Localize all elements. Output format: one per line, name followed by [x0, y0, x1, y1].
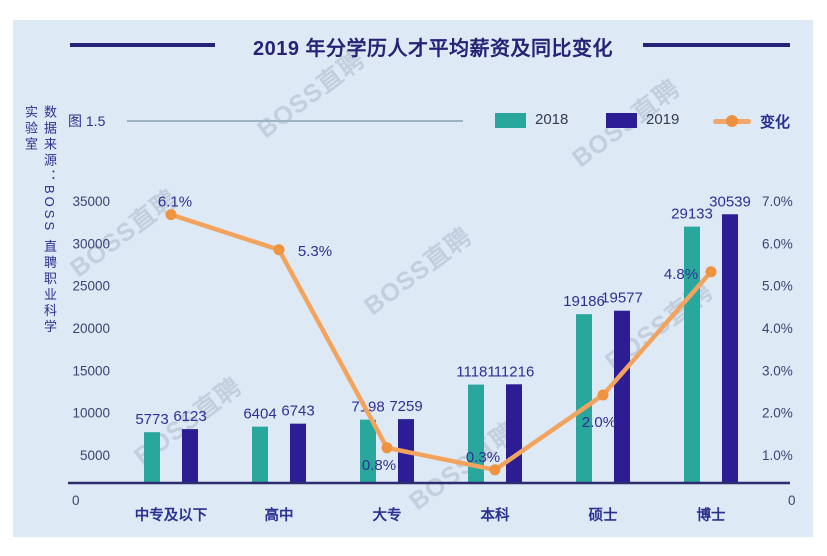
- bar-2019-本科: [506, 384, 522, 483]
- left-axis-tick: 35000: [72, 194, 110, 209]
- legend-swatch-2018: [495, 113, 526, 128]
- left-axis-tick: 10000: [72, 406, 110, 421]
- change-point: [489, 464, 501, 476]
- right-axis-zero: 0: [788, 493, 796, 508]
- change-point: [273, 244, 285, 256]
- change-point: [165, 209, 177, 221]
- category-label: 本科: [481, 506, 510, 524]
- bar-2018-高中: [252, 426, 268, 483]
- bar-value-label: 19577: [601, 290, 643, 307]
- bar-value-label: 19186: [563, 293, 605, 310]
- bar-value-label: 11181: [456, 364, 496, 381]
- right-axis-tick: 1.0%: [762, 448, 793, 463]
- left-axis-tick: 25000: [72, 279, 110, 294]
- right-axis-tick: 4.0%: [762, 321, 793, 336]
- bar-value-label: 7198: [351, 399, 384, 416]
- bar-value-label: 5773: [135, 411, 168, 428]
- bar-value-label: 29133: [671, 206, 713, 223]
- legend-label-2018: 2018: [535, 111, 569, 128]
- bar-2018-大专: [360, 419, 376, 483]
- right-axis-tick: 2.0%: [762, 406, 793, 421]
- title-decor-line-left: [70, 43, 215, 47]
- category-label: 博士: [697, 506, 726, 524]
- bar-value-label: 7259: [389, 398, 422, 415]
- legend-label-change: 变化: [760, 114, 791, 131]
- left-axis-tick: 30000: [72, 236, 110, 251]
- data-source-vertical-text: 数据来源：BOSS 直聘职业科学实验室: [23, 105, 57, 336]
- bar-2018-硕士: [576, 314, 592, 483]
- legend-swatch-2019: [606, 113, 637, 128]
- bar-value-label: 6743: [281, 403, 314, 420]
- change-point-label: 0.8%: [362, 457, 396, 474]
- bar-value-label: 30539: [709, 193, 751, 210]
- change-point-label: 6.1%: [158, 194, 192, 211]
- change-point-label: 4.8%: [664, 266, 698, 283]
- chart-card: BOSS直聘 BOSS直聘 BOSS直聘 BOSS直聘 BOSS直聘 BOSS直…: [13, 20, 813, 537]
- left-axis-tick: 20000: [72, 321, 110, 336]
- change-point-label: 2.0%: [582, 414, 616, 431]
- title-decor-line-right: [643, 43, 790, 47]
- bar-value-label: 11216: [494, 363, 535, 380]
- legend-divider-line: [127, 120, 463, 122]
- bar-2019-高中: [290, 423, 306, 483]
- right-axis-tick: 7.0%: [762, 194, 793, 209]
- change-point: [705, 266, 717, 278]
- right-axis-tick: 6.0%: [762, 236, 793, 251]
- change-point-label: 0.3%: [466, 449, 500, 466]
- category-label: 大专: [373, 506, 402, 524]
- legend-label-2019: 2019: [646, 111, 680, 128]
- change-point: [381, 442, 393, 454]
- left-axis-tick: 15000: [72, 363, 110, 378]
- legend-line-marker: [713, 115, 751, 127]
- category-label: 高中: [265, 506, 294, 524]
- category-label: 中专及以下: [135, 506, 208, 524]
- change-line: [168, 212, 714, 473]
- page-title: 2019 年分学历人才平均薪资及同比变化: [252, 38, 614, 60]
- change-point: [597, 389, 609, 401]
- bar-2018-本科: [468, 384, 484, 483]
- legend-line-dot: [726, 115, 738, 127]
- bar-2019-硕士: [614, 310, 630, 483]
- left-axis-tick: 5000: [80, 448, 110, 463]
- bar-value-label: 6123: [173, 408, 206, 425]
- figure-number-label: 图 1.5: [68, 113, 106, 129]
- change-point-label: 5.3%: [298, 243, 332, 260]
- left-axis-zero: 0: [72, 493, 80, 508]
- right-axis-tick: 5.0%: [762, 279, 793, 294]
- combo-chart: 35000 30000 25000 20000 15000 10000 5000 0 7.0% 6…: [68, 193, 796, 524]
- bar-2019-博士: [722, 214, 738, 483]
- bar-value-label: 6404: [243, 406, 276, 423]
- right-axis-tick: 3.0%: [762, 363, 793, 378]
- category-label: 硕士: [589, 506, 618, 524]
- bar-2018-中专及以下: [144, 432, 160, 483]
- bar-2019-中专及以下: [182, 429, 198, 483]
